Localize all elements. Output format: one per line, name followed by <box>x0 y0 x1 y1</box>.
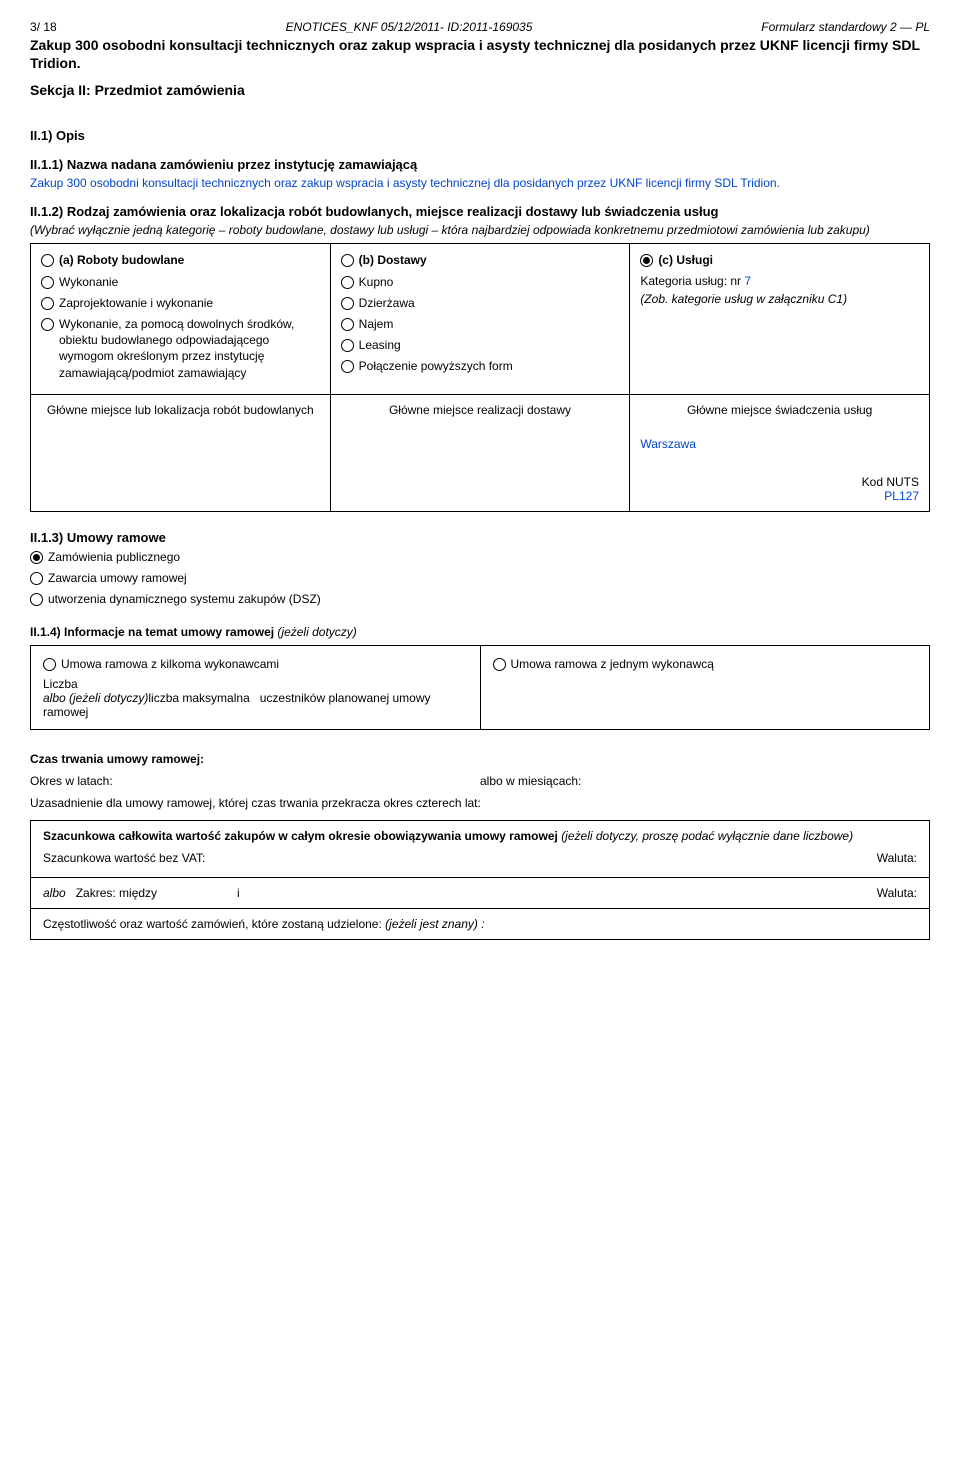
framework-table: Umowa ramowa z kilkoma wykonawcami Liczb… <box>30 645 930 730</box>
radio-zamowienia-pub[interactable] <box>30 551 43 564</box>
col-c-foot: Główne miejsce świadczenia usług <box>640 403 919 417</box>
opt-dzierzawa: Dzierżawa <box>359 295 415 311</box>
city: Warszawa <box>640 437 919 451</box>
col-c-note: (Zob. kategorie usług w załączniku C1) <box>640 292 919 306</box>
radio-polaczenie[interactable] <box>341 360 354 373</box>
section-ii-heading: Sekcja II: Przedmiot zamówienia <box>30 82 930 98</box>
opt-umowa-kilkoma: Umowa ramowa z kilkoma wykonawcami <box>61 656 279 672</box>
radio-umowa-kilkoma[interactable] <box>43 658 56 671</box>
ii1-1-heading: II.1.1) Nazwa nadana zamówieniu przez in… <box>30 157 930 172</box>
doc-id: ENOTICES_KNF 05/12/2011- ID:2011-169035 <box>286 20 533 34</box>
opt-wykonanie-srodki: Wykonanie, za pomocą dowolnych środków, … <box>59 316 320 381</box>
estimate-line3-note: (jeżeli jest znany) : <box>385 917 484 931</box>
cat-num: 7 <box>744 274 751 288</box>
radio-leasing[interactable] <box>341 339 354 352</box>
ii1-3-heading: II.1.3) Umowy ramowe <box>30 530 930 545</box>
ii1-2-note: (Wybrać wyłącznie jedną kategorię – robo… <box>30 223 930 237</box>
opt-polaczenie: Połączenie powyższych form <box>359 358 513 374</box>
waluta-1: Waluta: <box>877 851 917 865</box>
duration-justify: Uzasadnienie dla umowy ramowej, której c… <box>30 796 930 810</box>
radio-roboty[interactable] <box>41 254 54 267</box>
radio-uslugi[interactable] <box>640 254 653 267</box>
page-title: Zakup 300 osobodni konsultacji techniczn… <box>30 36 930 72</box>
radio-dsz[interactable] <box>30 593 43 606</box>
radio-wykonanie[interactable] <box>41 276 54 289</box>
duration-head: Czas trwania umowy ramowej: <box>30 752 930 766</box>
col-a-foot: Główne miejsce lub lokalizacja robót bud… <box>31 394 331 511</box>
cat-label: Kategoria usług: nr <box>640 274 741 288</box>
radio-zaprojektowanie[interactable] <box>41 297 54 310</box>
opt-umowa-jednym: Umowa ramowa z jednym wykonawcą <box>511 656 714 672</box>
opt-kupno: Kupno <box>359 274 394 290</box>
col-a-head: (a) Roboty budowlane <box>59 252 184 268</box>
opt-najem: Najem <box>359 316 394 332</box>
estimate-head: Szacunkowa całkowita wartość zakupów w c… <box>43 829 558 843</box>
duration-months: albo w miesiącach: <box>480 774 581 788</box>
opt-leasing: Leasing <box>359 337 401 353</box>
radio-zawarcia-umowy[interactable] <box>30 572 43 585</box>
ii1-1-text: Zakup 300 osobodni konsultacji techniczn… <box>30 176 930 190</box>
waluta-2: Waluta: <box>877 886 917 900</box>
estimate-head-note: (jeżeli dotyczy, proszę podać wyłącznie … <box>561 829 853 843</box>
category-table: (a) Roboty budowlane Wykonanie Zaprojekt… <box>30 243 930 511</box>
duration-years: Okres w latach: <box>30 774 480 788</box>
liczba-label: Liczba <box>43 677 468 691</box>
page-number: 3/ 18 <box>30 20 57 34</box>
ii1-4-heading: II.1.4) Informacje na temat umowy ramowe… <box>30 625 274 639</box>
opt-wykonanie: Wykonanie <box>59 274 118 290</box>
estimate-line1: Szacunkowa wartość bez VAT: <box>43 851 205 865</box>
opt-zaprojektowanie: Zaprojektowanie i wykonanie <box>59 295 213 311</box>
radio-umowa-jednym[interactable] <box>493 658 506 671</box>
radio-dzierzawa[interactable] <box>341 297 354 310</box>
col-c-head: (c) Usługi <box>658 252 713 268</box>
estimate-table: Szacunkowa całkowita wartość zakupów w c… <box>30 820 930 940</box>
form-type: Formularz standardowy 2 — PL <box>761 20 930 34</box>
kod-label: Kod NUTS <box>862 475 919 489</box>
col-b-foot: Główne miejsce realizacji dostawy <box>330 394 630 511</box>
radio-wykonanie-srodki[interactable] <box>41 318 54 331</box>
estimate-line3: Częstotliwość oraz wartość zamówień, któ… <box>43 917 382 931</box>
opt-zawarcia-umowy: Zawarcia umowy ramowej <box>48 570 187 586</box>
radio-najem[interactable] <box>341 318 354 331</box>
kod-val: PL127 <box>884 489 919 503</box>
ii1-4-note: (jeżeli dotyczy) <box>277 625 356 639</box>
ii1-2-heading: II.1.2) Rodzaj zamówienia oraz lokalizac… <box>30 204 930 219</box>
radio-dostawy[interactable] <box>341 254 354 267</box>
opt-dsz: utworzenia dynamicznego systemu zakupów … <box>48 591 321 607</box>
radio-kupno[interactable] <box>341 276 354 289</box>
col-b-head: (b) Dostawy <box>359 252 427 268</box>
ii1-opis: II.1) Opis <box>30 128 930 143</box>
opt-zamowienia-pub: Zamówienia publicznego <box>48 549 180 565</box>
